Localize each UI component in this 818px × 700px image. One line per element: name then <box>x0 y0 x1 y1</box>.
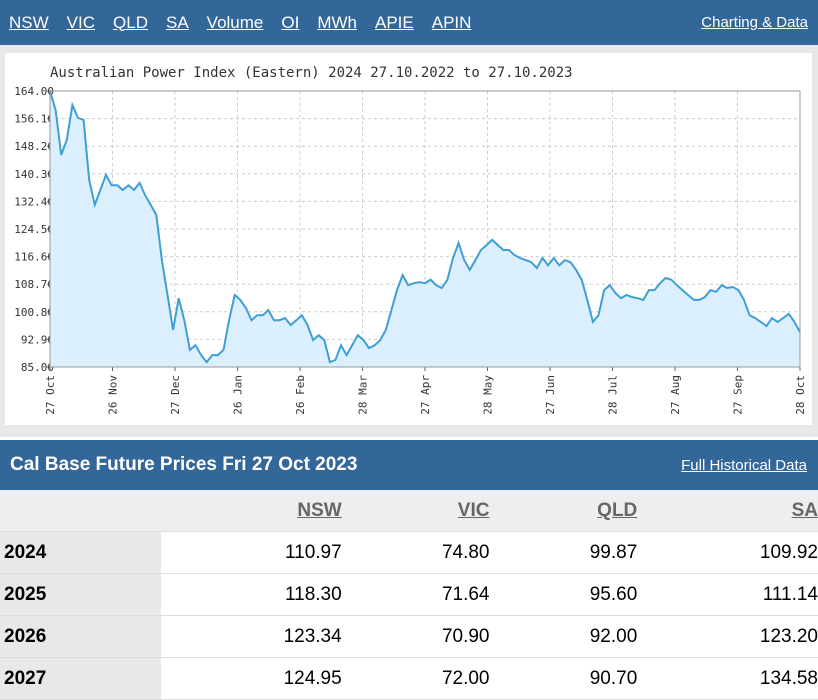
year-cell: 2024 <box>0 531 161 574</box>
price-cell: 90.70 <box>489 657 638 700</box>
header-cell <box>0 490 161 532</box>
year-cell: 2026 <box>0 615 161 658</box>
y-tick-label: 85.00 <box>21 361 54 374</box>
nav-link[interactable]: OI <box>281 12 300 32</box>
y-tick-label: 132.40 <box>14 195 54 208</box>
y-tick-label: 148.20 <box>14 140 54 153</box>
x-tick-label: 27 Aug <box>669 375 682 415</box>
nav-link[interactable]: APIE <box>375 12 414 32</box>
y-tick-label: 116.60 <box>14 251 54 264</box>
x-tick-label: 27 Sep <box>732 375 745 415</box>
year-cell: 2027 <box>0 657 161 700</box>
header-cell: SA <box>637 490 818 532</box>
header-cell: VIC <box>341 490 490 532</box>
nav-link[interactable]: QLD <box>113 12 148 32</box>
y-tick-label: 140.30 <box>14 168 54 181</box>
x-tick-label: 27 Apr <box>419 375 432 415</box>
price-cell: 123.20 <box>637 615 818 658</box>
price-cell: 111.14 <box>637 573 818 616</box>
price-cell: 92.00 <box>489 615 638 658</box>
y-tick-label: 108.70 <box>14 278 54 291</box>
data-row: 2025 118.30 71.64 95.60 111.14 <box>0 573 818 616</box>
x-tick-label: 27 Dec <box>169 375 182 415</box>
x-tick-label: 27 Jun <box>544 375 557 415</box>
line <box>49 90 801 364</box>
data-row: 2026 123.34 70.90 92.00 123.20 <box>0 615 818 658</box>
price-cell: 134.58 <box>637 657 818 700</box>
plot-frame <box>49 90 801 368</box>
header-cell: QLD <box>489 490 638 532</box>
x-tick-label: 26 Feb <box>294 375 307 415</box>
full-data-link[interactable]: Full Historical Data <box>681 456 807 474</box>
price-cell: 110.97 <box>161 531 342 574</box>
data-row: 2027 124.95 72.00 90.70 134.58 <box>0 657 818 700</box>
price-cell: 123.34 <box>161 615 342 658</box>
y-tick-label: 156.10 <box>14 113 54 126</box>
data-row: 2024 110.97 74.80 99.87 109.92 <box>0 531 818 574</box>
y-tick-label: 124.50 <box>14 223 54 236</box>
nav-link[interactable]: VIC <box>66 12 96 32</box>
header-row: NSW VIC QLD SA <box>0 490 818 532</box>
chart-title: Australian Power Index (Eastern) 2024 27… <box>50 65 573 81</box>
x-tick-label: 28 May <box>482 375 495 415</box>
nav-bar: NSW VIC QLD SA Volume OI MWh APIE APIN Charting &… <box>0 0 818 45</box>
price-cell: 95.60 <box>489 573 638 616</box>
price-cell: 70.90 <box>341 615 490 658</box>
column-header[interactable]: NSW <box>297 499 342 521</box>
y-tick-label: 164.00 <box>14 85 54 98</box>
price-cell: 118.30 <box>161 573 342 616</box>
year-cell: 2025 <box>0 573 161 616</box>
nav-link[interactable]: Volume <box>206 12 264 32</box>
price-cell: 99.87 <box>489 531 638 574</box>
y-tick-label: 100.80 <box>14 306 54 319</box>
price-cell: 124.95 <box>161 657 342 700</box>
price-table: NSW VIC QLD SA 2024 110.97 74.80 99.87 109.92 202… <box>0 490 818 700</box>
column-header[interactable]: VIC <box>457 499 490 521</box>
x-tick-label: 28 Jul <box>607 375 620 415</box>
nav-link[interactable]: NSW <box>9 12 49 32</box>
table-header: Cal Base Future Prices Fri 27 Oct 2023 F… <box>0 440 818 490</box>
nav-link[interactable]: SA <box>165 12 189 32</box>
table-title: Cal Base Future Prices Fri 27 Oct 2023 <box>10 454 358 475</box>
price-cell: 72.00 <box>341 657 490 700</box>
x-tick-label: 26 Jan <box>232 375 245 415</box>
price-cell: 71.64 <box>341 573 490 616</box>
chart: Australian Power Index (Eastern) 2024 27… <box>0 45 818 437</box>
price-cell: 74.80 <box>341 531 490 574</box>
x-tick-label: 27 Oct <box>44 375 57 415</box>
column-header[interactable]: SA <box>791 499 818 521</box>
x-tick-label: 28 Oct <box>794 375 807 415</box>
header-cell: NSW <box>161 490 342 532</box>
x-tick-label: 26 Nov <box>107 375 120 415</box>
x-tick-label: 28 Mar <box>357 375 370 415</box>
y-tick-label: 92.90 <box>21 333 54 346</box>
price-cell: 109.92 <box>637 531 818 574</box>
nav-link[interactable]: Charting & Data <box>701 14 808 31</box>
nav-link[interactable]: MWh <box>317 12 357 32</box>
nav-link[interactable]: APIN <box>431 12 472 32</box>
column-header[interactable]: QLD <box>597 499 638 521</box>
